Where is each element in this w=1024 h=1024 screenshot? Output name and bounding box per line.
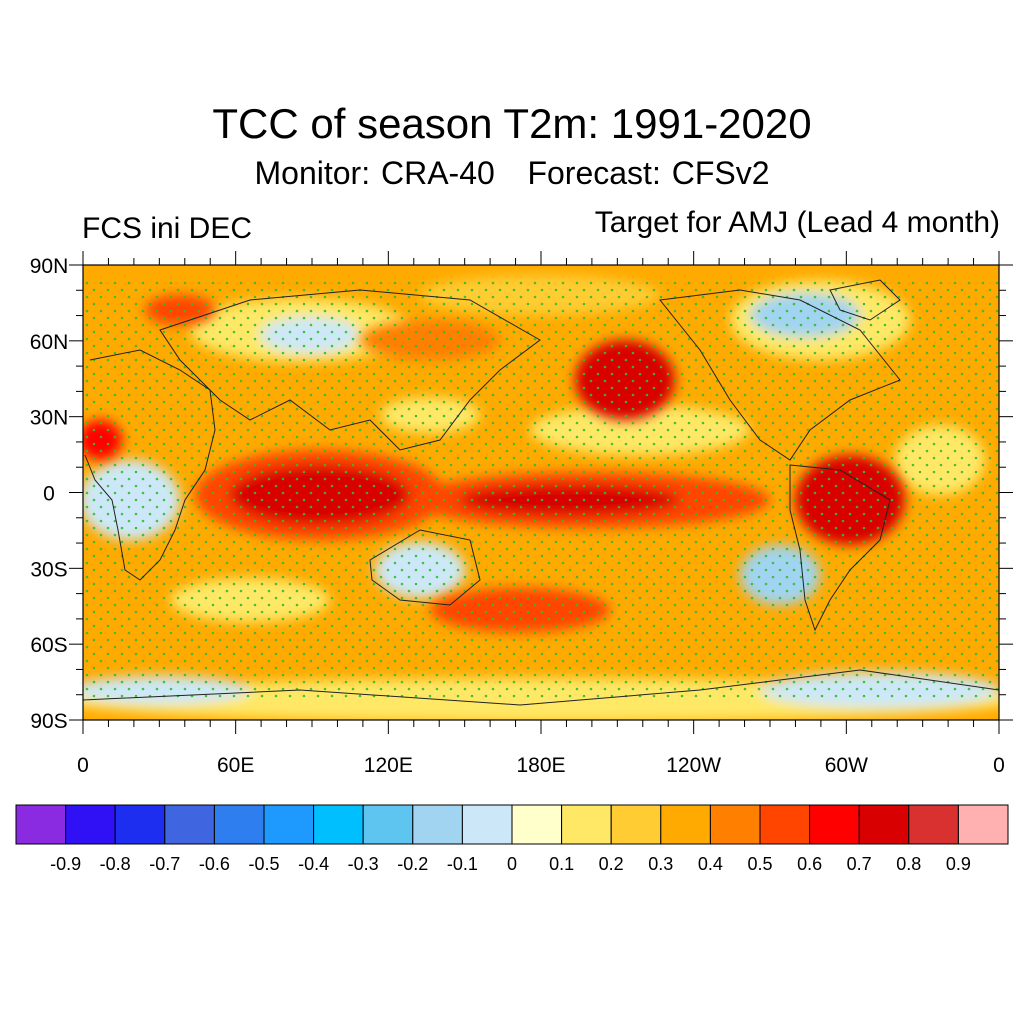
colorbar-label: -0.3 bbox=[348, 854, 379, 874]
lon-tick-label: 0 bbox=[77, 754, 89, 777]
colorbar-label: -0.4 bbox=[298, 854, 329, 874]
lat-tick-label: 60N bbox=[30, 331, 69, 354]
latitude-axis: 90N 60N 30N 0 30S 60S 90S bbox=[30, 255, 1013, 733]
coast-antarctica bbox=[83, 669, 999, 706]
colorbar-swatch bbox=[908, 804, 959, 845]
colorbar-swatch bbox=[511, 804, 563, 845]
colorbar-label: 0.1 bbox=[549, 854, 574, 874]
colorbar-swatch bbox=[164, 804, 215, 845]
lat-tick-label: 60S bbox=[30, 634, 67, 657]
lat-tick-label: 90N bbox=[30, 255, 69, 278]
colorbar-label: -0.6 bbox=[199, 854, 230, 874]
lat-tick-label: 30N bbox=[30, 407, 69, 430]
colorbar-swatch bbox=[15, 804, 67, 845]
colorbar-label: 0.6 bbox=[797, 854, 822, 874]
lon-tick-label: 0 bbox=[993, 754, 1005, 777]
coastlines bbox=[83, 279, 999, 706]
colorbar-label: 0.7 bbox=[847, 854, 872, 874]
coast-south-america bbox=[789, 464, 891, 632]
colorbar-swatch bbox=[362, 804, 414, 845]
target-season-label: Target for AMJ (Lead 4 month) bbox=[594, 206, 1000, 239]
coast-eurasia bbox=[159, 289, 541, 451]
colorbar: -0.9 -0.8 -0.7 -0.6 -0.5 -0.4 -0.3 -0.2 -0.1 0 0.1… bbox=[15, 804, 1009, 874]
colorbar-swatch bbox=[709, 804, 761, 845]
colorbar-swatch bbox=[412, 804, 463, 845]
colorbar-label: 0.3 bbox=[648, 854, 673, 874]
colorbar-swatch bbox=[213, 804, 265, 845]
colorbar-label: -0.9 bbox=[50, 854, 81, 874]
colorbar-swatch bbox=[660, 804, 711, 845]
colorbar-swatch bbox=[858, 804, 910, 845]
coast-africa bbox=[84, 349, 216, 581]
colorbar-swatch bbox=[65, 804, 116, 845]
colorbar-swatch bbox=[759, 804, 811, 845]
correlation-field bbox=[83, 265, 999, 720]
lat-tick-label: 30S bbox=[30, 558, 67, 581]
colorbar-swatch bbox=[957, 804, 1009, 845]
lon-tick-label: 180E bbox=[516, 754, 565, 777]
map-title: TCC of season T2m: 1991-2020 bbox=[212, 100, 812, 147]
map-subtitle: Monitor: CRA-40 Forecast: CFSv2 bbox=[0, 155, 1024, 192]
colorbar-label: 0.4 bbox=[698, 854, 723, 874]
subtitle-forecast: Forecast: CFSv2 bbox=[527, 155, 770, 191]
colorbar-label: 0.2 bbox=[599, 854, 624, 874]
colorbar-label: -0.2 bbox=[397, 854, 428, 874]
colorbar-swatch bbox=[313, 804, 364, 845]
colorbar-swatch bbox=[263, 804, 315, 845]
lat-tick-label: 90S bbox=[30, 710, 67, 733]
colorbar-label: 0.9 bbox=[946, 854, 971, 874]
coast-greenland bbox=[829, 279, 901, 321]
colorbar-swatch bbox=[610, 804, 662, 845]
colorbar-label: 0 bbox=[507, 854, 517, 874]
colorbar-label: -0.1 bbox=[447, 854, 478, 874]
colorbar-label: 0.5 bbox=[747, 854, 772, 874]
colorbar-swatch bbox=[114, 804, 166, 845]
colorbar-label: -0.7 bbox=[149, 854, 180, 874]
coast-australia bbox=[369, 529, 481, 606]
lon-tick-label: 60W bbox=[825, 754, 868, 777]
colorbar-label: 0.8 bbox=[896, 854, 921, 874]
colorbar-label: -0.5 bbox=[248, 854, 279, 874]
longitude-axis: 0 60E 120E 180E 120W 60W 0 bbox=[77, 251, 1005, 777]
lon-tick-label: 60E bbox=[217, 754, 254, 777]
colorbar-swatch bbox=[461, 804, 513, 845]
lon-tick-label: 120W bbox=[666, 754, 721, 777]
lat-tick-label: 0 bbox=[43, 483, 55, 506]
initial-condition-label: FCS ini DEC bbox=[82, 212, 253, 245]
colorbar-swatch bbox=[561, 804, 612, 845]
colorbar-swatch bbox=[809, 804, 860, 845]
significance-stippling bbox=[83, 280, 999, 700]
colorbar-label: -0.8 bbox=[100, 854, 131, 874]
coast-north-america bbox=[659, 289, 901, 461]
lon-tick-label: 120E bbox=[364, 754, 413, 777]
subtitle-monitor: Monitor: CRA-40 bbox=[254, 155, 495, 191]
